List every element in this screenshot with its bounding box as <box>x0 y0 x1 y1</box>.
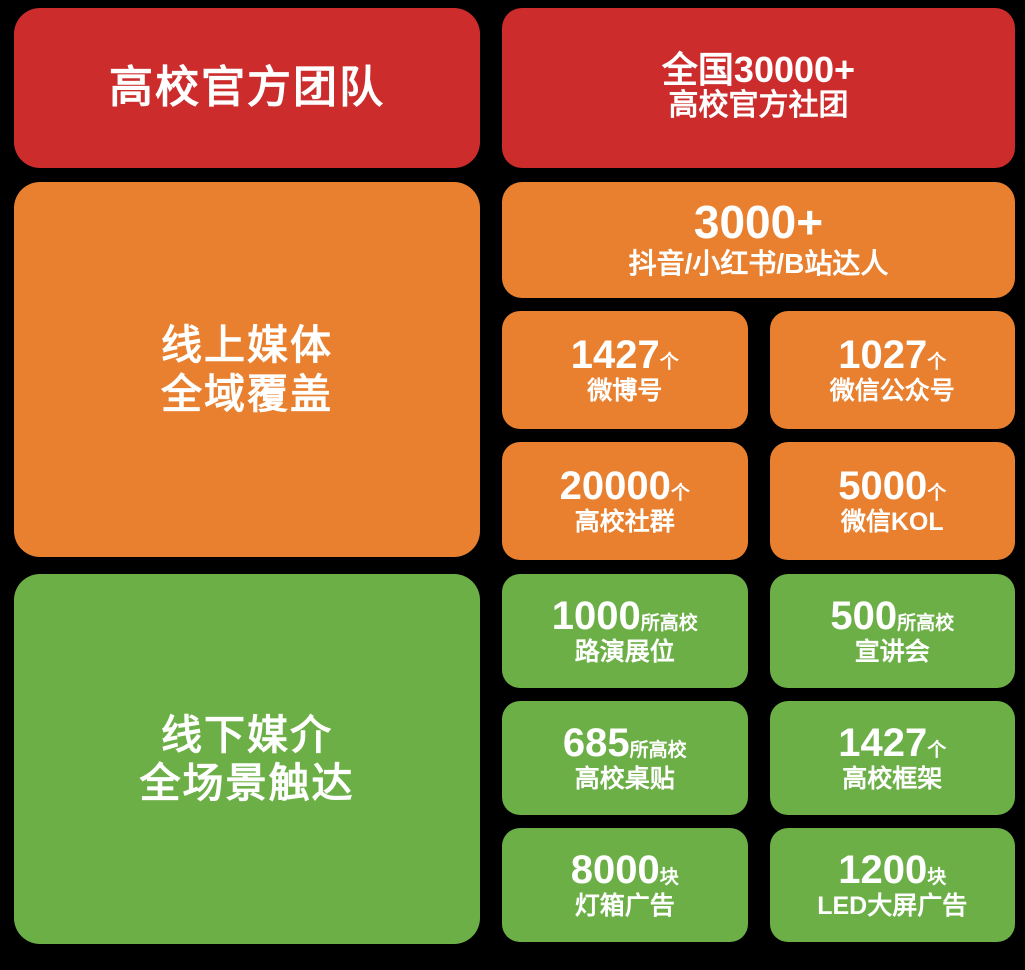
stat-label: 高校社群 <box>574 507 675 536</box>
stat-value: 1427个 <box>570 332 679 377</box>
stat-number: 685 <box>562 720 630 765</box>
stat-card-row: 8000块 灯箱广告 1200块 LED大屏广告 <box>502 828 1015 942</box>
stat-unit: 所高校 <box>640 612 698 634</box>
section-offline-media: 线下媒介 全场景触达 1000所高校 路演展位 500所高校 宣讲会 <box>14 574 1015 944</box>
section-label-panel-offline-media: 线下媒介 全场景触达 <box>14 574 480 944</box>
section-online-media: 线上媒体 全域覆盖 3000+ 抖音/小红书/B站达人 1427个 微博号 <box>14 182 1015 560</box>
section-official-team: 高校官方团队 全国30000+ 高校官方社团 <box>14 8 1015 168</box>
stat-card-weibo-accounts[interactable]: 1427个 微博号 <box>502 311 748 429</box>
stat-number: 1427 <box>570 332 660 377</box>
stat-number: 500 <box>830 593 898 638</box>
stat-value: 3000+ <box>694 199 823 246</box>
stat-label: 宣讲会 <box>854 637 930 666</box>
stat-label: 高校框架 <box>842 764 943 793</box>
stat-unit: 所高校 <box>629 739 687 761</box>
stat-unit: 个 <box>927 351 947 373</box>
stat-card-info-sessions[interactable]: 500所高校 宣讲会 <box>769 574 1015 688</box>
stat-card-lightbox-ads[interactable]: 8000块 灯箱广告 <box>502 828 748 942</box>
stat-value: 20000个 <box>559 463 690 508</box>
section-cards-online-media: 3000+ 抖音/小红书/B站达人 1427个 微博号 1027个 微信公众号 <box>502 182 1015 560</box>
section-title-line2: 全域覆盖 <box>161 370 333 417</box>
section-title-line1: 线下媒介 <box>161 711 333 758</box>
section-label-panel-official-team: 高校官方团队 <box>14 8 480 168</box>
section-title-line1: 高校官方团队 <box>109 63 385 113</box>
stat-label: 抖音/小红书/B站达人 <box>628 248 889 280</box>
stat-number: 全国30000+ <box>661 49 856 91</box>
stat-unit: 个 <box>927 739 947 761</box>
stat-label: 路演展位 <box>574 637 675 666</box>
stat-card-led-screen-ads[interactable]: 1200块 LED大屏广告 <box>769 828 1015 942</box>
stat-number: 1027 <box>838 332 928 377</box>
stat-value: 1027个 <box>838 332 947 377</box>
stat-number: 5000 <box>838 463 928 508</box>
stat-label: 微信KOL <box>840 507 944 536</box>
section-title-line2: 全场景触达 <box>139 760 355 806</box>
section-cards-offline-media: 1000所高校 路演展位 500所高校 宣讲会 685所高校 高校桌贴 <box>502 574 1015 944</box>
stat-card-roadshow-booths[interactable]: 1000所高校 路演展位 <box>502 574 748 688</box>
stat-unit: 个 <box>670 482 690 504</box>
stat-label: 高校桌贴 <box>574 764 675 793</box>
section-label-panel-online-media: 线上媒体 全域覆盖 <box>14 182 480 557</box>
stat-value: 685所高校 <box>562 720 687 765</box>
stat-value: 8000块 <box>570 847 679 892</box>
section-title-offline-media: 线下媒介 全场景触达 <box>140 711 355 808</box>
stat-label: 微博号 <box>587 376 663 405</box>
stat-card-row: 1000所高校 路演展位 500所高校 宣讲会 <box>502 574 1015 688</box>
stat-value: 500所高校 <box>830 593 955 638</box>
stat-card-row: 20000个 高校社群 5000个 微信KOL <box>502 442 1015 560</box>
stat-card-wechat-official-accounts[interactable]: 1027个 微信公众号 <box>769 311 1015 429</box>
stat-number: 3000+ <box>693 196 824 249</box>
stat-card-row: 1427个 微博号 1027个 微信公众号 <box>502 311 1015 429</box>
stat-number: 1000 <box>551 593 641 638</box>
stat-unit: 块 <box>927 866 947 888</box>
stat-card-campus-groups[interactable]: 20000个 高校社群 <box>502 442 748 560</box>
stat-card-row: 685所高校 高校桌贴 1427个 高校框架 <box>502 701 1015 815</box>
stat-value: 5000个 <box>838 463 947 508</box>
stat-unit: 个 <box>927 482 947 504</box>
stat-number: 1427 <box>838 720 928 765</box>
stat-card-table-stickers[interactable]: 685所高校 高校桌贴 <box>502 701 748 815</box>
stat-value: 1427个 <box>838 720 947 765</box>
section-title-line1: 线上媒体 <box>161 322 333 369</box>
stat-card-wechat-kol[interactable]: 5000个 微信KOL <box>769 442 1015 560</box>
stat-label: 灯箱广告 <box>574 891 675 920</box>
stat-number: 1200 <box>838 847 928 892</box>
stat-number: 8000 <box>570 847 660 892</box>
stat-value: 1200块 <box>838 847 947 892</box>
stat-label: 微信公众号 <box>829 376 955 405</box>
stat-value: 全国30000+ <box>662 52 855 89</box>
section-title-online-media: 线上媒体 全域覆盖 <box>161 321 333 418</box>
stat-card-official-clubs[interactable]: 全国30000+ 高校官方社团 <box>502 8 1015 168</box>
stat-unit: 块 <box>659 866 679 888</box>
stat-card-campus-frames[interactable]: 1427个 高校框架 <box>769 701 1015 815</box>
stat-label: 高校官方社团 <box>668 89 849 123</box>
section-title-official-team: 高校官方团队 <box>109 62 385 114</box>
stat-unit: 所高校 <box>897 612 955 634</box>
stat-label: LED大屏广告 <box>817 891 968 920</box>
stat-number: 20000 <box>559 463 671 508</box>
section-cards-official-team: 全国30000+ 高校官方社团 <box>502 8 1015 168</box>
stat-value: 1000所高校 <box>551 593 698 638</box>
stat-card-kol-creators[interactable]: 3000+ 抖音/小红书/B站达人 <box>502 182 1015 298</box>
stat-unit: 个 <box>659 351 679 373</box>
